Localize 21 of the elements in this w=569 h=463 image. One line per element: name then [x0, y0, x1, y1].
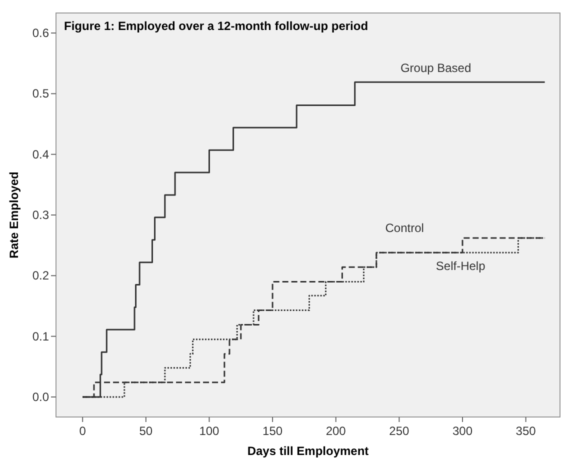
y-tick-label: 0.5: [32, 86, 50, 101]
y-tick-label: 0.3: [32, 208, 50, 222]
x-tick-label: 300: [452, 424, 473, 438]
text: Figure 1: Employed over a 12-month follow-up period: [64, 19, 368, 33]
series-label: Group Based: [400, 61, 472, 76]
y-tick-label: 0.4: [32, 147, 50, 162]
x-tick-label: 200: [326, 424, 346, 438]
x-tick-label: 250: [389, 424, 410, 438]
y-tick-label: 0.2: [32, 268, 50, 283]
x-tick-label: 50: [139, 424, 153, 438]
series-label: Control: [385, 221, 424, 236]
x-tick-label: 350: [516, 424, 536, 438]
x-axis-title: Days till Employment: [247, 444, 369, 458]
y-axis-title: Rate Employed: [7, 172, 21, 258]
x-tick-label: 150: [262, 424, 283, 438]
y-tick-label: 0.1: [32, 329, 50, 344]
x-tick-label: 100: [199, 424, 220, 438]
y-tick-label: 0.0: [32, 390, 50, 404]
x-tick-label: 0: [79, 424, 86, 438]
series-label: Self-Help: [436, 259, 486, 274]
y-tick-label: 0.6: [32, 26, 50, 40]
